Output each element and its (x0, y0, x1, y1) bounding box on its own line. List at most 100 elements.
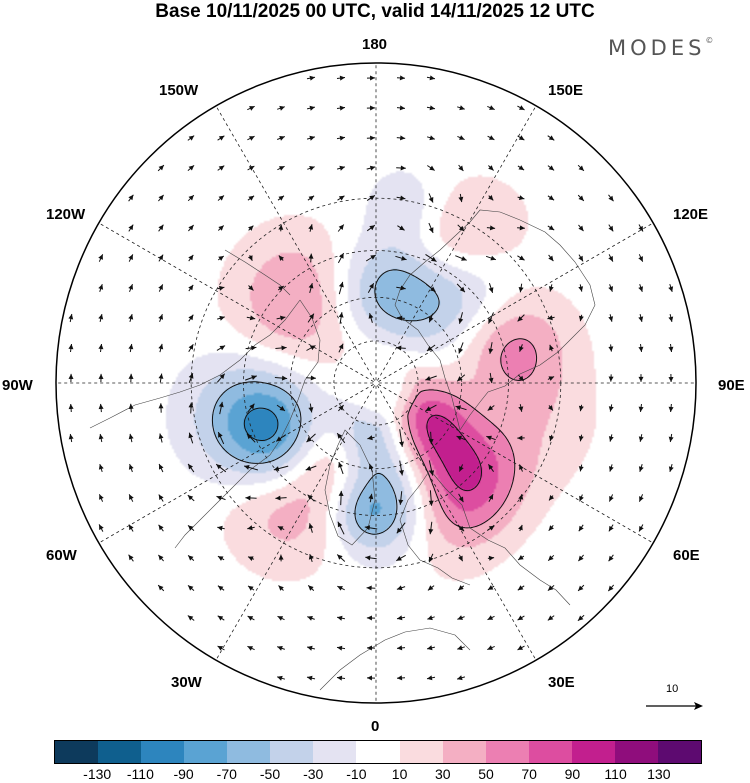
lon-label-150e: 150E (548, 82, 584, 99)
wind-arrow (456, 374, 466, 382)
contour-line (243, 407, 279, 441)
colorbar-swatch (571, 741, 615, 763)
wind-arrow (517, 374, 525, 382)
wind-arrow (68, 433, 74, 443)
wind-arrow (337, 195, 345, 201)
wind-arrow (399, 460, 404, 476)
wind-arrow (396, 135, 406, 141)
wind-arrow (278, 224, 284, 232)
wind-arrow (306, 675, 316, 681)
wind-arrow (638, 344, 644, 352)
colorbar-tick-label: 70 (521, 766, 537, 782)
wind-arrow (608, 194, 614, 202)
wind-arrow (517, 135, 525, 141)
wind-arrow (638, 434, 644, 442)
wind-arrow (187, 585, 195, 591)
wind-arrow (98, 254, 104, 262)
wind-arrow (608, 314, 614, 322)
wind-arrow (338, 343, 344, 353)
wind-arrow (188, 224, 194, 232)
wind-arrow (608, 404, 614, 412)
wind-arrow (487, 525, 495, 531)
wind-arrow (98, 524, 104, 532)
wind-arrow (547, 165, 555, 171)
wind-vectors (68, 75, 674, 681)
wind-arrow (549, 434, 554, 442)
map-boundary (55, 62, 697, 704)
wind-arrow (485, 255, 497, 261)
wind-arrow (397, 225, 405, 231)
wind-arrow (638, 254, 644, 262)
wind-arrow (608, 344, 614, 352)
wind-arrow (246, 315, 256, 321)
wind-arrow (158, 254, 164, 262)
wind-arrow (336, 135, 346, 141)
lon-label-90w: 90W (2, 377, 33, 394)
wind-arrow (217, 165, 225, 171)
wind-arrow (128, 463, 134, 473)
wind-arrow (396, 165, 406, 171)
wind-arrow (247, 254, 253, 262)
wind-arrow (427, 165, 435, 171)
wind-arrow (277, 285, 285, 291)
wind-arrow (608, 284, 613, 292)
wind-arrow (458, 554, 464, 562)
wind-arrow (396, 195, 406, 201)
wind-arrow (98, 313, 104, 323)
wind-arrow (426, 344, 436, 352)
wind-arrow (458, 164, 464, 172)
colorbar-tick-label: -30 (303, 766, 324, 782)
wind-arrow (487, 464, 495, 472)
wind-arrow (158, 494, 164, 502)
wind-arrow (366, 224, 376, 232)
lon-label-120w: 120W (46, 206, 86, 223)
wind-arrow (457, 645, 465, 651)
wind-arrow (307, 585, 315, 591)
wind-arrow (427, 585, 435, 591)
anomaly-shading (56, 63, 696, 703)
wind-arrow (243, 465, 259, 471)
wind-arrow (338, 312, 344, 324)
wind-arrow (367, 282, 375, 294)
meridian-line (378, 384, 654, 544)
wind-arrow (307, 616, 315, 621)
meridian-line (215, 385, 375, 661)
coastlines (89, 209, 596, 691)
wind-arrow (549, 344, 554, 352)
wind-arrow (188, 373, 194, 383)
wind-arrow (338, 461, 344, 475)
wind-arrow (638, 524, 644, 532)
wind-arrow (487, 555, 495, 561)
wind-arrow (276, 675, 286, 681)
wind-arrow (128, 343, 134, 353)
wind-arrow (428, 222, 434, 234)
wind-arrow (488, 342, 494, 354)
colorbar-ticks: -130 -110 -90 -70 -50 -30 -10 10 30 50 70 90 110 130 (54, 766, 702, 783)
wind-arrow (609, 464, 614, 472)
wind-arrow (668, 403, 674, 413)
wind-arrow (128, 313, 134, 323)
wind-arrow (578, 434, 584, 442)
lon-label-60e: 60E (673, 547, 700, 564)
wind-arrow (638, 404, 644, 412)
wind-arrow (579, 494, 584, 502)
wind-arrow (426, 284, 436, 292)
wind-arrow (578, 464, 584, 472)
wind-arrow (488, 493, 494, 503)
wind-arrow (396, 554, 406, 562)
wind-arrow (277, 525, 285, 531)
colorbar-swatch (313, 741, 357, 763)
wind-arrow (517, 314, 525, 322)
wind-arrow (578, 224, 584, 232)
wind-arrow (578, 404, 584, 412)
wind-arrow (395, 255, 407, 261)
meridian-line (215, 105, 375, 381)
lon-label-60w: 60W (46, 547, 77, 564)
wind-arrow (577, 584, 585, 592)
wind-arrow (216, 373, 226, 383)
wind-arrow (277, 615, 285, 621)
wind-arrow (426, 675, 436, 681)
wind-arrow (517, 645, 525, 651)
wind-arrow (188, 314, 194, 322)
colorbar-swatch (270, 741, 314, 763)
